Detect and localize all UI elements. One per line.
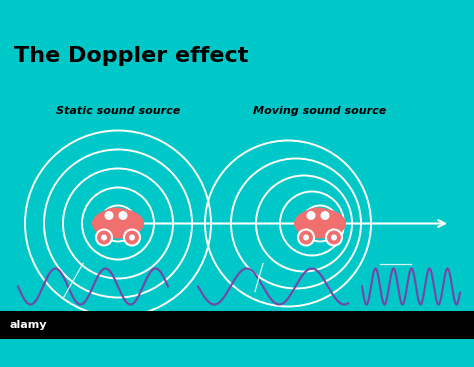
- Circle shape: [326, 229, 342, 246]
- Text: Higher frequency: Higher frequency: [360, 316, 462, 327]
- Circle shape: [298, 229, 314, 246]
- Ellipse shape: [102, 207, 130, 224]
- Text: Static sound source: Static sound source: [56, 106, 180, 116]
- Circle shape: [124, 229, 140, 246]
- Circle shape: [303, 235, 309, 240]
- Text: Moving sound source: Moving sound source: [254, 106, 387, 116]
- Circle shape: [320, 211, 329, 220]
- Circle shape: [331, 235, 337, 240]
- Text: The Doppler effect: The Doppler effect: [14, 47, 248, 66]
- Ellipse shape: [92, 208, 144, 239]
- Text: alamy: alamy: [10, 320, 47, 330]
- Text: Stationary frequency: Stationary frequency: [31, 316, 155, 327]
- Ellipse shape: [294, 208, 346, 239]
- Ellipse shape: [304, 207, 332, 224]
- Circle shape: [104, 211, 113, 220]
- Circle shape: [101, 235, 107, 240]
- Circle shape: [118, 211, 128, 220]
- Text: Lower frequency: Lower frequency: [224, 316, 322, 327]
- Circle shape: [307, 211, 316, 220]
- Bar: [0, 310, 474, 338]
- Circle shape: [96, 229, 112, 246]
- Circle shape: [129, 235, 135, 240]
